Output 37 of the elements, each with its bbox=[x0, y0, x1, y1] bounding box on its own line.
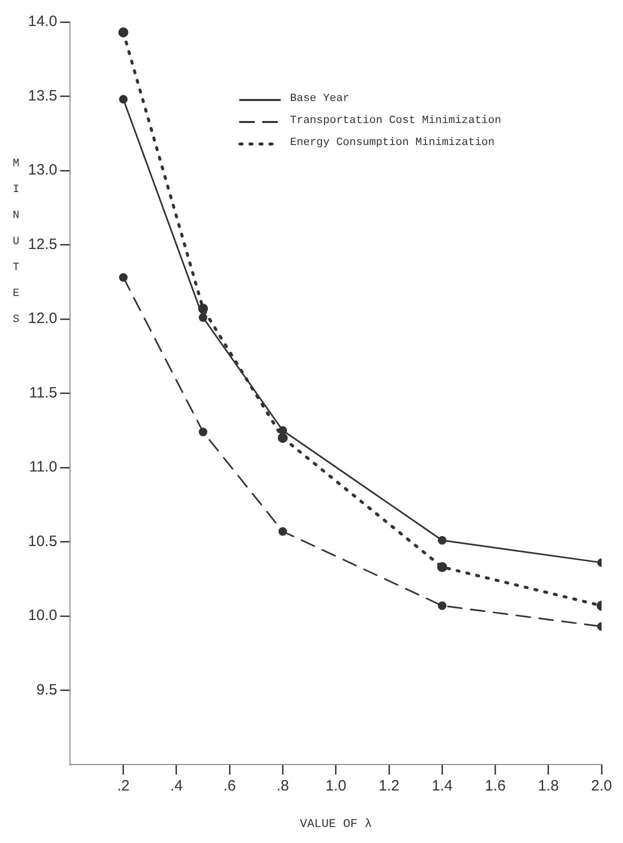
legend-label: Energy Consumption Minimization bbox=[290, 137, 495, 149]
legend-label: Transportation Cost Minimization bbox=[290, 115, 502, 127]
x-tick-label: 1.6 bbox=[484, 778, 506, 795]
point bbox=[437, 562, 448, 572]
y-axis-title: MINUTES bbox=[10, 158, 22, 340]
point bbox=[118, 27, 128, 38]
y-tick-label: 14.0 bbox=[28, 13, 58, 30]
y-tick-label: 12.5 bbox=[28, 236, 58, 253]
legend-label: Base Year bbox=[290, 93, 350, 105]
point bbox=[119, 273, 128, 282]
point bbox=[119, 94, 128, 104]
point bbox=[438, 601, 446, 610]
x-tick-label: .2 bbox=[117, 778, 130, 795]
point bbox=[278, 426, 288, 435]
x-tick-label: .8 bbox=[276, 778, 290, 795]
point bbox=[198, 428, 208, 436]
y-tick-label: 10.5 bbox=[28, 532, 58, 550]
y-tick-label: 12.0 bbox=[28, 310, 58, 328]
x-tick-label: 2.0 bbox=[591, 778, 612, 795]
y-tick-label: 11.0 bbox=[29, 458, 58, 476]
x-tick-label: 1.2 bbox=[378, 778, 400, 795]
point bbox=[278, 432, 288, 443]
x-tick-label: .6 bbox=[223, 778, 236, 795]
y-tick-label: 10.0 bbox=[28, 607, 58, 624]
y-tick-label: 11.5 bbox=[29, 384, 58, 402]
point bbox=[198, 304, 208, 314]
x-tick-label: 1.4 bbox=[432, 778, 453, 795]
y-tick-label: 13.0 bbox=[28, 162, 58, 179]
point bbox=[198, 313, 208, 322]
y-tick-label: 13.5 bbox=[28, 87, 58, 104]
x-tick-label: 1.8 bbox=[538, 778, 559, 795]
y-tick-label: 9.5 bbox=[36, 681, 58, 698]
x-axis-title: VALUE OF λ bbox=[300, 816, 372, 831]
x-tick-label: .4 bbox=[170, 778, 183, 795]
point bbox=[438, 536, 446, 545]
point bbox=[278, 527, 288, 536]
x-tick-label: 1.0 bbox=[325, 778, 346, 795]
